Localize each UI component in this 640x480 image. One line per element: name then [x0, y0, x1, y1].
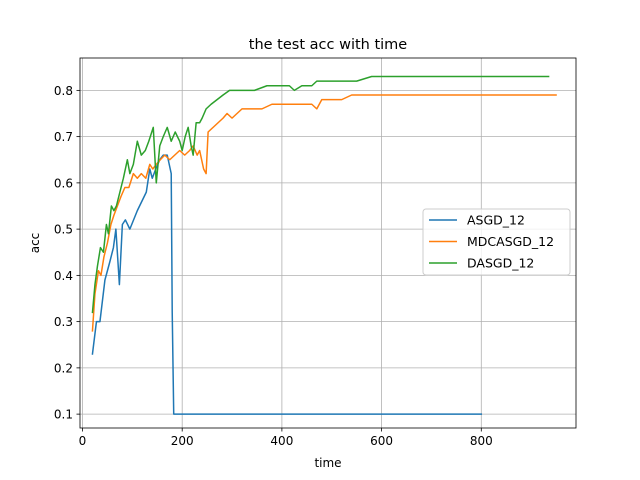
- y-tick-label: 0.3: [54, 315, 73, 329]
- x-axis-ticks: 0 200 400 600 800: [79, 428, 493, 448]
- x-axis-label: time: [314, 456, 341, 470]
- series-lines: [91, 75, 557, 415]
- legend-label-asgd-12: ASGD_12: [467, 213, 525, 228]
- series-line-mdcasgd-12: [91, 94, 557, 332]
- legend-items: ASGD_12 MDCASGD_12 DASGD_12: [429, 213, 554, 271]
- y-tick-label: 0.4: [54, 269, 73, 283]
- y-tick-label: 0.6: [54, 176, 73, 190]
- y-axis-ticks: 0.1 0.2 0.3 0.4 0.5 0.6 0.7 0.8: [54, 84, 80, 422]
- plot-area-frame: [79, 57, 577, 429]
- legend-box: [422, 208, 571, 276]
- y-tick-label: 0.5: [54, 223, 73, 237]
- x-tick-label: 0: [79, 434, 87, 448]
- legend-label-mdcasgd-12: MDCASGD_12: [467, 234, 554, 249]
- legend: ASGD_12 MDCASGD_12 DASGD_12: [422, 208, 571, 276]
- x-tick-label: 800: [470, 434, 493, 448]
- series-line-asgd-12: [91, 154, 483, 415]
- x-tick-label: 400: [270, 434, 293, 448]
- chart-title: the test acc with time: [249, 37, 408, 53]
- legend-label-dasgd-12: DASGD_12: [467, 256, 534, 271]
- y-tick-label: 0.1: [54, 408, 73, 422]
- y-tick-label: 0.2: [54, 361, 73, 375]
- x-tick-label: 600: [370, 434, 393, 448]
- x-tick-label: 200: [171, 434, 194, 448]
- y-axis-label: acc: [28, 233, 42, 254]
- series-line-dasgd-12: [91, 75, 550, 314]
- y-tick-label: 0.8: [54, 84, 73, 98]
- y-tick-label: 0.7: [54, 130, 73, 144]
